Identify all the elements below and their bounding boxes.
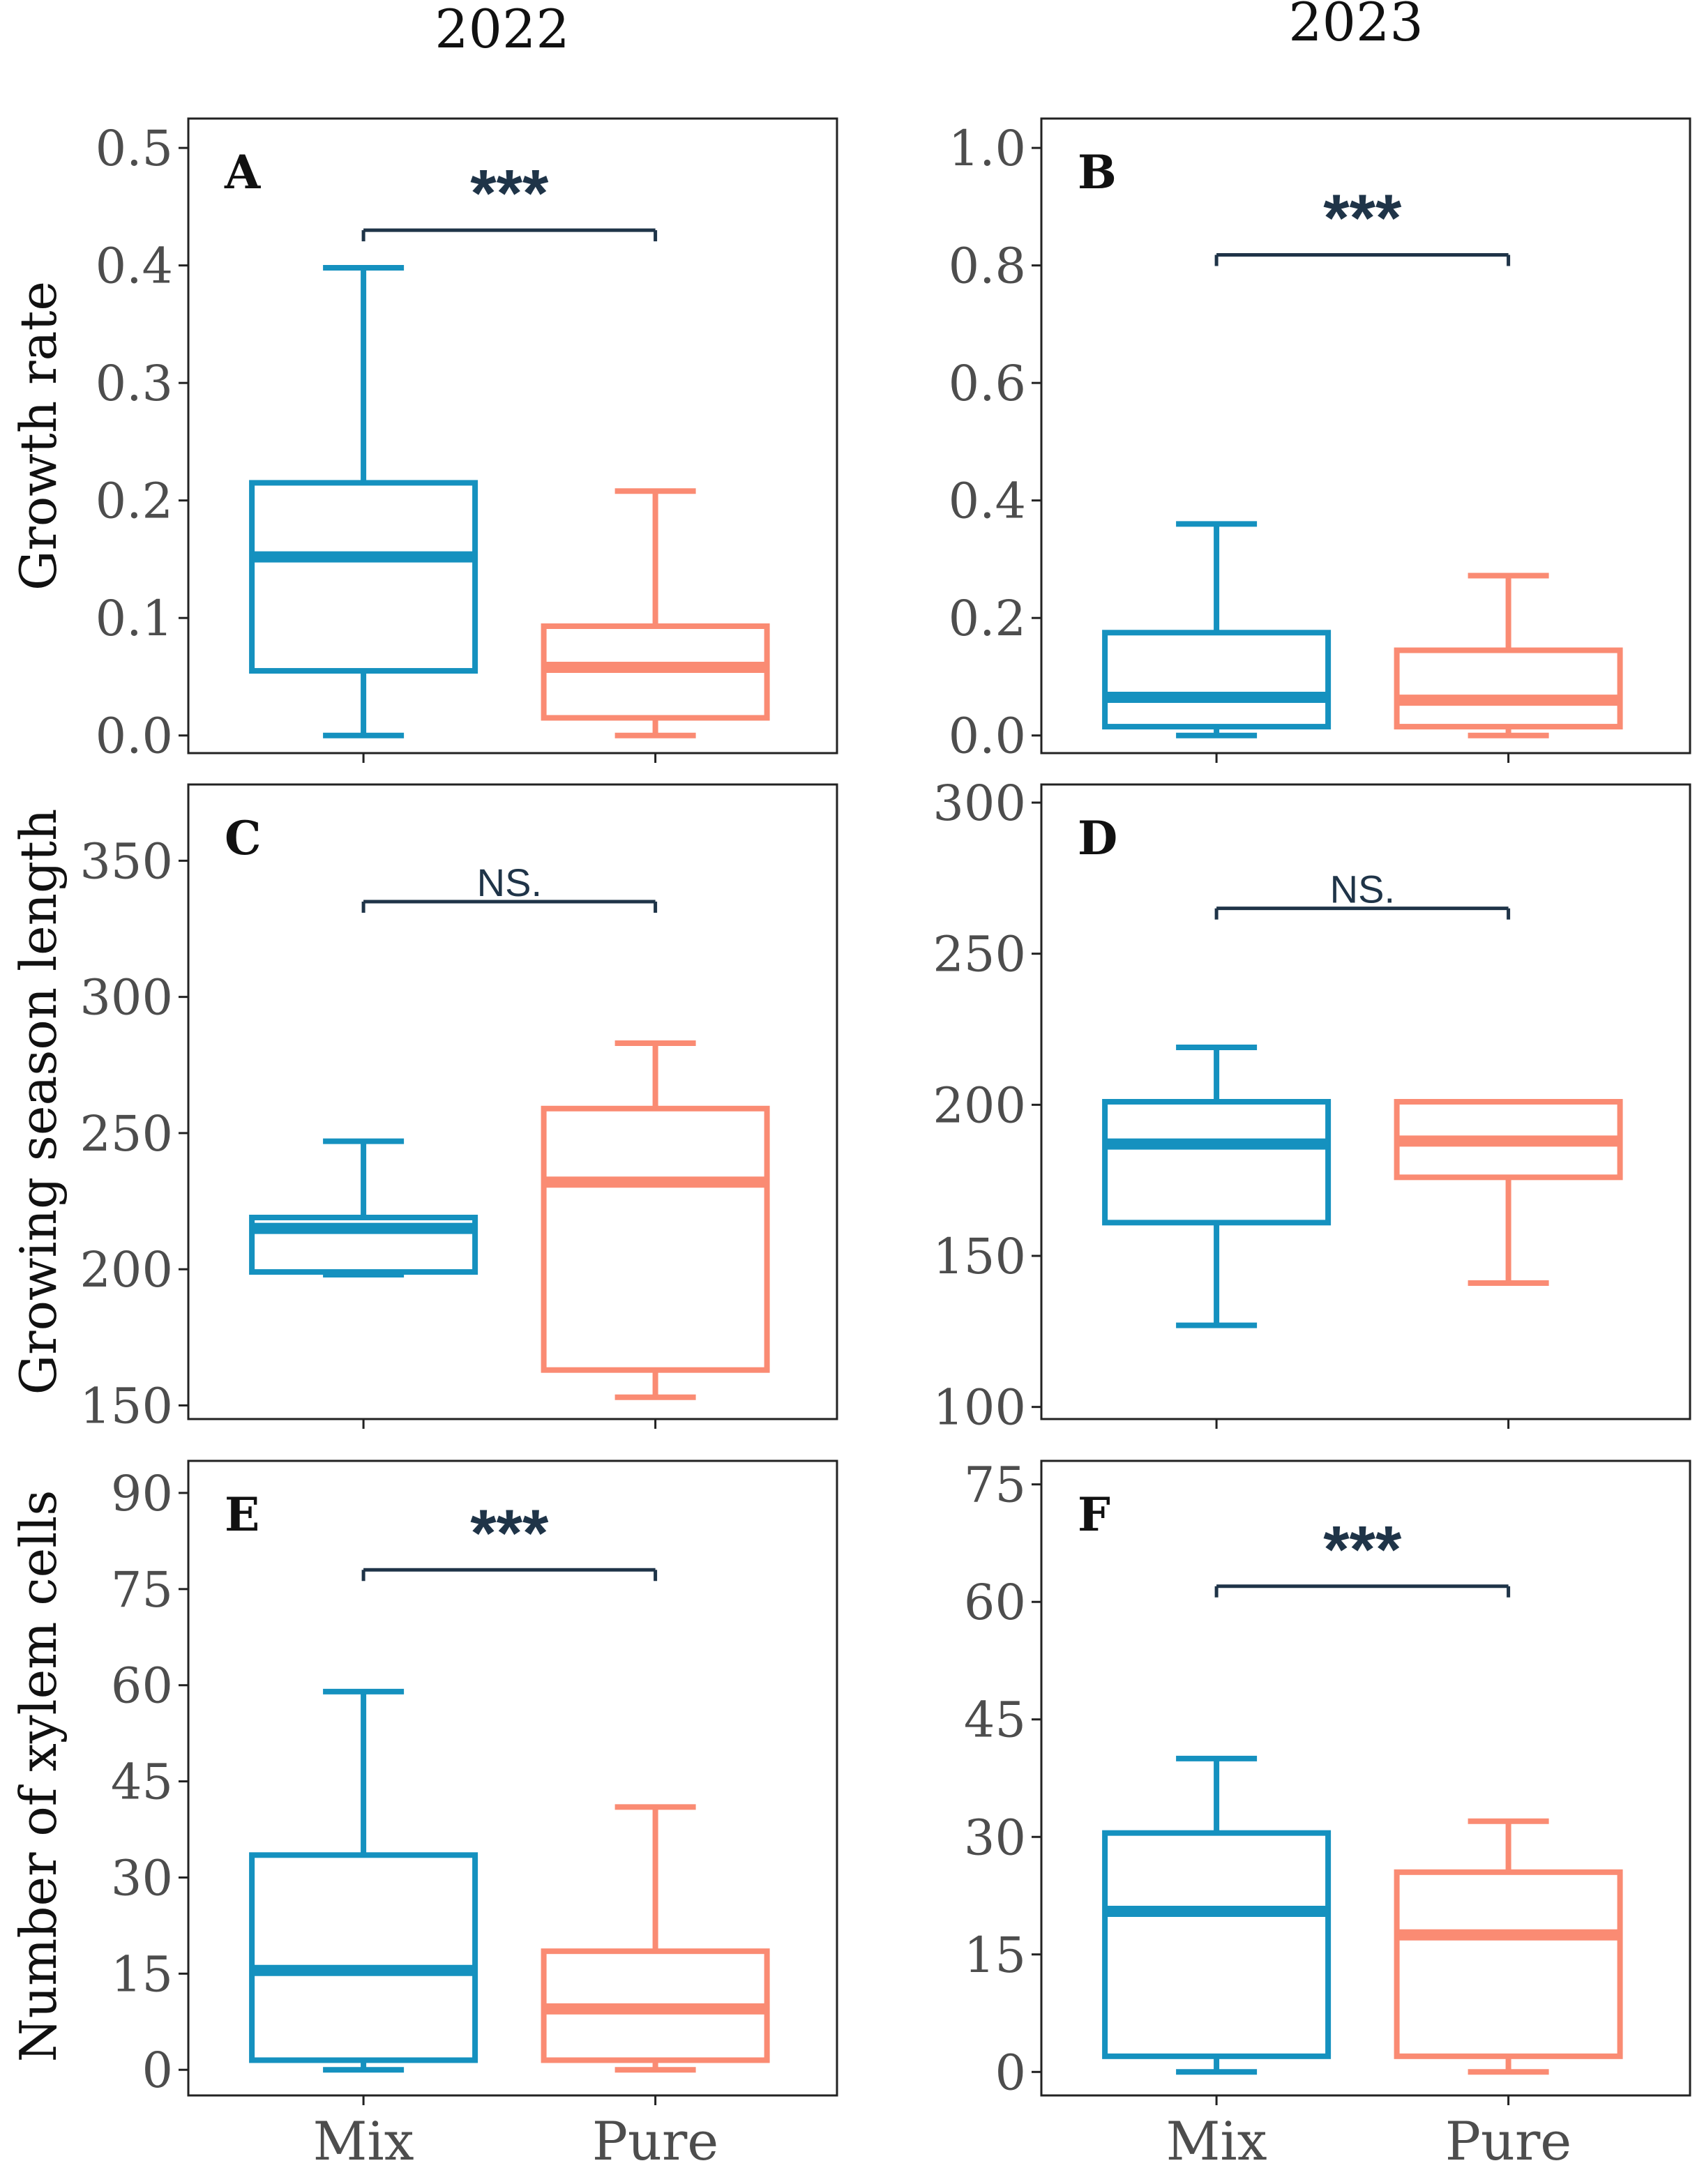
panel-f-ytick-label: 60 — [964, 1574, 1026, 1631]
panel-c-frame — [187, 783, 838, 1420]
box-iqr — [249, 1852, 478, 2063]
panel-c-ytick-label: 250 — [80, 1105, 173, 1162]
panel-e-box-mix — [249, 1688, 478, 2073]
panel-c-ytick-label: 150 — [80, 1377, 173, 1434]
column-title-2022: 2022 — [435, 0, 569, 60]
panel-b-ytick-label: 0.6 — [949, 355, 1026, 412]
box-iqr — [249, 480, 478, 674]
panel-f-ytick-label: 30 — [964, 1809, 1026, 1866]
panel-a-ytick-label: 0.3 — [96, 355, 173, 412]
panel-e-box-pure — [541, 1804, 770, 2073]
box-iqr — [1102, 1099, 1332, 1226]
panel-b-box-mix — [1102, 521, 1332, 738]
significance-label: *** — [470, 1496, 549, 1570]
panel-e-ytick-label: 60 — [111, 1658, 173, 1715]
box-iqr — [249, 1214, 478, 1275]
panel-f-ytick-label: 15 — [964, 1927, 1026, 1984]
panel-d-ytick-label: 150 — [933, 1228, 1026, 1285]
panel-c-significance: NS. — [361, 860, 658, 913]
panel-f-box-pure — [1394, 1818, 1623, 2075]
panel-c: 150 200 250 300 350 C NS. — [80, 783, 838, 1434]
panel-a-letter: A — [224, 145, 261, 199]
panel-d-ytick-label: 300 — [933, 775, 1026, 832]
panel-c-box-pure — [541, 1040, 770, 1400]
panel-e-ytick-label: 45 — [111, 1754, 173, 1811]
ylabel-growth-rate: Growth rate — [9, 281, 68, 591]
panel-a-box-mix — [249, 265, 478, 738]
column-title-2023: 2023 — [1288, 0, 1423, 53]
panel-e: 0 15 30 45 60 75 90 E *** Mix Pure — [111, 1459, 838, 2172]
panel-b-letter: B — [1078, 145, 1117, 199]
panel-b-frame — [1040, 117, 1691, 754]
panel-d: 100 150 200 250 300 D NS. — [933, 775, 1691, 1436]
panels-group: 0.0 0.1 0.2 0.3 0.4 0.5 A *** 0.0 0.2 0.4 0.6 0.8 1.0… — [80, 117, 1691, 2172]
panel-a-box-pure — [541, 488, 770, 738]
panel-c-ytick-label: 200 — [80, 1241, 173, 1298]
panel-f: 0 15 30 45 60 75 F *** Mix Pure — [964, 1457, 1691, 2172]
significance-label: NS. — [477, 860, 542, 904]
panel-e-letter: E — [225, 1487, 259, 1542]
panel-d-ytick-label: 100 — [933, 1379, 1026, 1436]
panel-a-ytick-label: 0.4 — [96, 238, 173, 295]
panel-f-significance: *** — [1214, 1512, 1511, 1598]
panel-e-ytick-label: 15 — [111, 1946, 173, 2003]
panel-e-ytick-label: 75 — [111, 1561, 173, 1618]
panel-e-ytick-label: 90 — [111, 1465, 173, 1522]
panel-f-letter: F — [1078, 1487, 1110, 1542]
panel-d-frame — [1040, 783, 1691, 1420]
panel-b-ytick-label: 0.2 — [949, 590, 1026, 647]
panel-d-box-mix — [1102, 1045, 1332, 1328]
panel-e-xlabel-mix: Mix — [313, 2110, 414, 2172]
panel-c-ytick-label: 300 — [80, 969, 173, 1026]
panel-f-frame — [1040, 1459, 1691, 2097]
panel-f-xlabel-mix: Mix — [1166, 2110, 1267, 2172]
panel-d-box-pure — [1394, 1099, 1623, 1286]
panel-f-box-mix — [1102, 1755, 1332, 2075]
panel-a-ytick-label: 0.0 — [96, 708, 173, 765]
panel-e-xlabel-pure: Pure — [592, 2110, 718, 2172]
panel-a-ytick-label: 0.2 — [96, 473, 173, 530]
panel-c-letter: C — [225, 811, 262, 865]
panel-f-xlabel-pure: Pure — [1445, 2110, 1571, 2172]
box-iqr — [1102, 1830, 1332, 2059]
panel-d-ytick-label: 200 — [933, 1077, 1026, 1134]
box-iqr — [1102, 630, 1332, 730]
panel-c-box-mix — [249, 1138, 478, 1278]
panel-f-ytick-label: 0 — [995, 2044, 1026, 2101]
panel-b: 0.0 0.2 0.4 0.6 0.8 1.0 B *** — [949, 117, 1691, 765]
panel-a-significance: *** — [361, 156, 658, 242]
panel-f-ytick-label: 45 — [964, 1692, 1026, 1749]
box-iqr — [1394, 1869, 1623, 2059]
panel-e-ytick-label: 0 — [142, 2042, 173, 2099]
panel-a-ytick-label: 0.1 — [96, 590, 173, 647]
panel-b-ytick-label: 0.0 — [949, 708, 1026, 765]
panel-b-significance: *** — [1214, 181, 1511, 266]
box-iqr — [541, 1105, 770, 1373]
significance-label: *** — [1323, 181, 1402, 255]
panel-b-box-pure — [1394, 572, 1623, 738]
panel-e-frame — [187, 1459, 838, 2097]
significance-label: *** — [1323, 1512, 1402, 1587]
panel-a-frame — [187, 117, 838, 754]
panel-c-ytick-label: 350 — [80, 833, 173, 890]
significance-label: NS. — [1330, 867, 1395, 911]
ylabel-number-of-xylem-cells: Number of xylem cells — [9, 1490, 68, 2063]
panel-e-significance: *** — [361, 1496, 658, 1582]
panel-b-ytick-label: 1.0 — [949, 120, 1026, 177]
panel-b-ytick-label: 0.8 — [949, 238, 1026, 295]
panel-d-significance: NS. — [1214, 867, 1511, 920]
panel-b-ytick-label: 0.4 — [949, 473, 1026, 530]
panel-e-ytick-label: 30 — [111, 1849, 173, 1906]
panel-d-ytick-label: 250 — [933, 926, 1026, 983]
panel-a: 0.0 0.1 0.2 0.3 0.4 0.5 A *** — [96, 117, 838, 765]
panel-a-ytick-label: 0.5 — [96, 120, 173, 177]
panel-f-ytick-label: 75 — [964, 1457, 1026, 1514]
ylabel-growing-season-length: Growing season length — [9, 809, 68, 1395]
significance-label: *** — [470, 156, 549, 231]
panel-d-letter: D — [1078, 811, 1117, 865]
box-iqr — [1394, 647, 1623, 730]
